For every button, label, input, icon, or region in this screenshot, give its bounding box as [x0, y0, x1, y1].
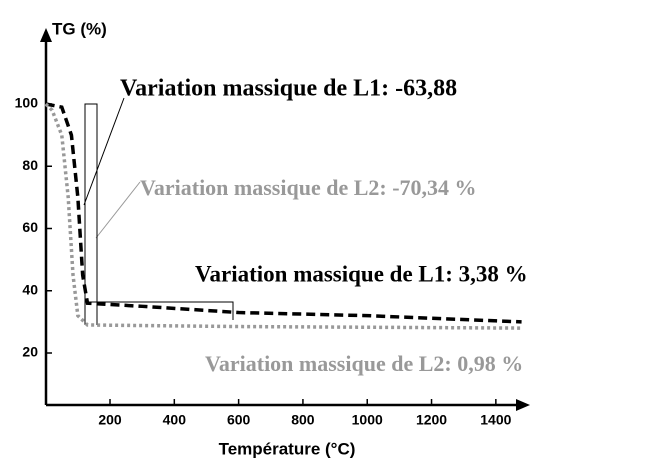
- annotation-leaders: [83, 97, 234, 325]
- x-tick-label: 1000: [352, 412, 383, 428]
- y-axis-arrow: [40, 28, 52, 42]
- y-tick-label: 60: [22, 219, 38, 235]
- annotation: Variation massique de L1: 3,38 %: [195, 261, 528, 286]
- x-axis-arrow: [516, 399, 530, 411]
- y-tick-label: 40: [22, 281, 38, 297]
- annotation: Variation massique de L2: 0,98 %: [205, 351, 523, 376]
- x-tick-label: 800: [291, 412, 315, 428]
- y-tick-label: 80: [22, 157, 38, 173]
- y-axis-label: TG (%): [52, 19, 107, 38]
- x-tick-label: 400: [163, 412, 187, 428]
- y-tick-label: 100: [15, 95, 39, 111]
- annotation: Variation massique de L1: -63,88: [120, 76, 457, 102]
- series-line: [45, 102, 522, 324]
- series-line: [44, 102, 522, 330]
- x-tick-label: 1200: [416, 412, 447, 428]
- x-tick-label: 1400: [480, 412, 511, 428]
- x-axis-label: Température (°C): [219, 439, 356, 458]
- y-tick-label: 20: [22, 344, 38, 360]
- x-tick-label: 200: [98, 412, 122, 428]
- annotation: Variation massique de L2: -70,34 %: [140, 175, 477, 200]
- x-tick-label: 600: [227, 412, 251, 428]
